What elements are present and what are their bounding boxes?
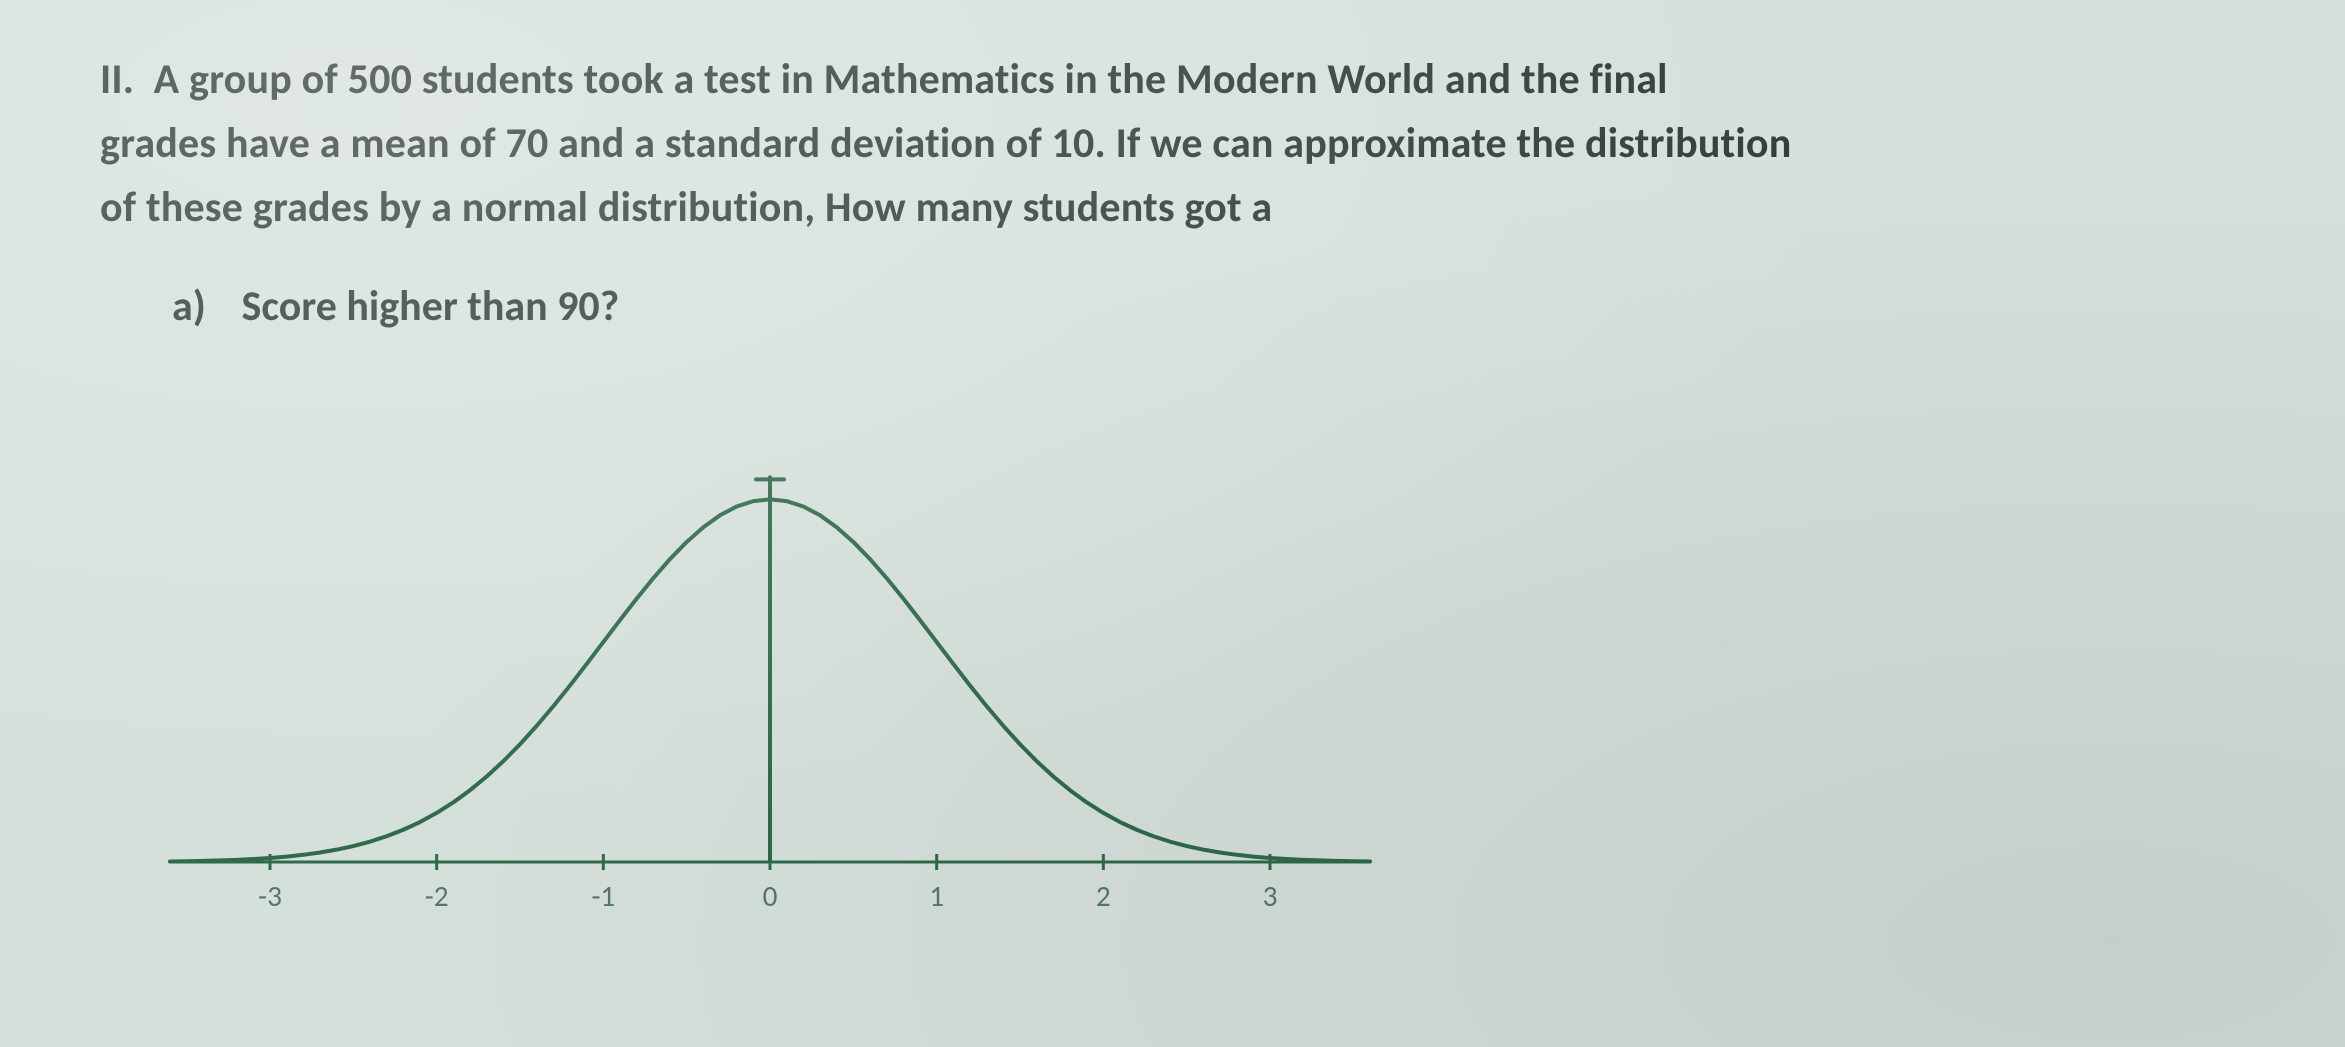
x-tick-label: -3 [258, 878, 282, 914]
problem-statement: II. A group of 500 students took a test … [100, 48, 2180, 239]
subquestion-letter: a) [172, 281, 232, 332]
x-tick-label: 2 [1096, 878, 1111, 914]
subquestion-a: a) Score higher than 90? [100, 281, 2255, 332]
x-tick-label: -2 [425, 878, 449, 914]
normal-curve-svg: -3 -2 -1 0 1 2 3 [140, 452, 1400, 922]
x-tick-label: 3 [1263, 878, 1278, 914]
problem-line-3: of these grades by a normal distribution… [100, 182, 1272, 233]
page-root: II. A group of 500 students took a test … [0, 0, 2345, 1047]
x-tick-label: -1 [591, 878, 615, 914]
problem-line-2: grades have a mean of 70 and a standard … [100, 118, 1791, 169]
subquestion-text: Score higher than 90? [242, 281, 620, 332]
x-tick-label: 1 [929, 878, 944, 914]
problem-line-1: A group of 500 students took a test in M… [154, 54, 1668, 105]
problem-enumerator: II. [100, 54, 134, 105]
normal-distribution-chart: -3 -2 -1 0 1 2 3 [140, 452, 2255, 922]
x-tick-label: 0 [763, 878, 778, 914]
